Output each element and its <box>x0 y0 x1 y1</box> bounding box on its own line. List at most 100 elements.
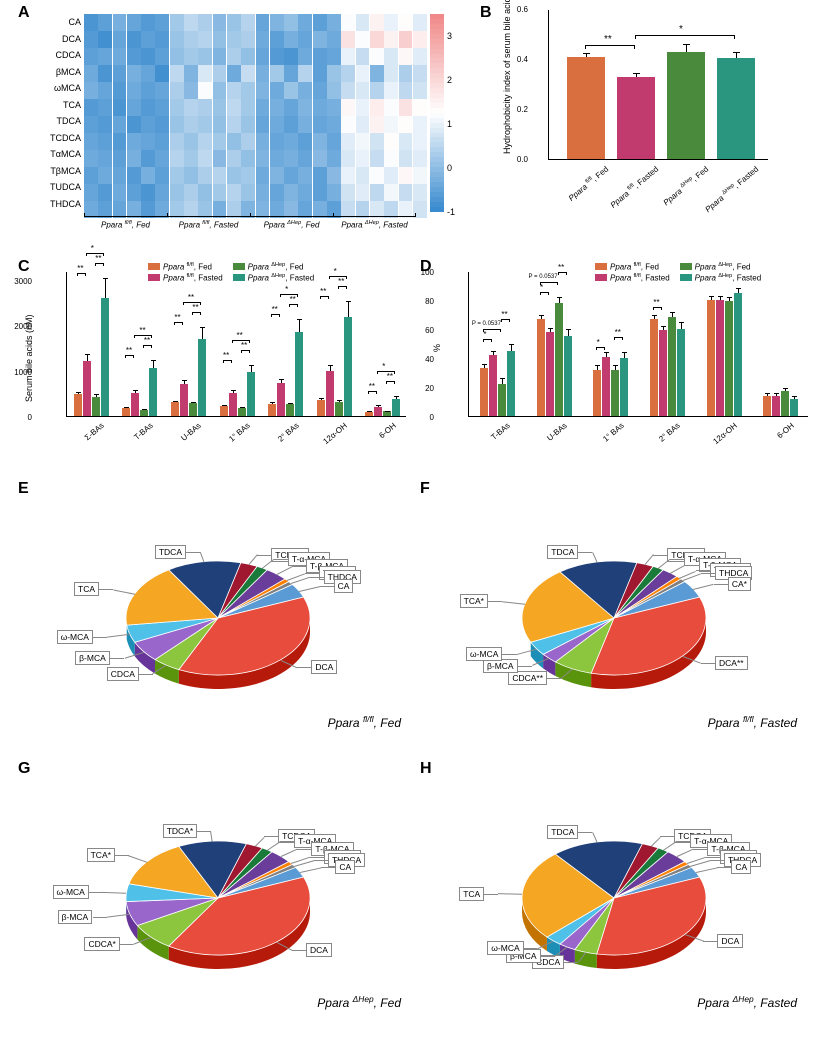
bar <box>383 411 391 416</box>
legend-item: Ppara ΔHep, Fasted <box>680 273 762 283</box>
heatmap-cell <box>155 184 169 201</box>
heatmap-cell <box>84 116 98 133</box>
pie-leader <box>310 857 324 858</box>
heatmap-cell <box>213 167 227 184</box>
y-tick: 0 <box>2 413 32 422</box>
heatmap-cell <box>270 99 284 116</box>
heatmap-cell <box>127 65 141 82</box>
heatmap-cell <box>384 99 398 116</box>
heatmap-cell <box>256 167 270 184</box>
heatmap-cell <box>198 133 212 150</box>
y-tick: 2000 <box>2 322 32 331</box>
heatmap-cell <box>298 99 312 116</box>
heatmap-cell <box>356 133 370 150</box>
heatmap-cell <box>213 116 227 133</box>
heatmap-cell <box>413 133 427 150</box>
heatmap-cell <box>370 65 384 82</box>
legend-item: Ppara fl/fl, Fed <box>595 262 670 272</box>
pie-leader <box>578 552 592 553</box>
panel-label-a: A <box>18 4 30 22</box>
bar <box>101 298 109 416</box>
heatmap-cell <box>298 150 312 167</box>
pie-slice-label: TCA* <box>460 594 488 608</box>
significance-label: ** <box>272 305 278 314</box>
heatmap-cell <box>170 99 184 116</box>
heatmap-cell <box>213 48 227 65</box>
x-tick-label: 1° BAs <box>574 421 626 466</box>
heatmap-cell <box>313 31 327 48</box>
plot-area <box>468 272 808 417</box>
heatmap-cell <box>284 31 298 48</box>
pie-leader <box>541 956 555 957</box>
significance-label: ** <box>501 310 507 319</box>
heatmap-cell <box>184 82 198 99</box>
y-tick: 100 <box>404 268 434 277</box>
heatmap-group-label: Ppara ΔHep, Fasted <box>333 216 416 230</box>
heatmap-cell <box>213 99 227 116</box>
colorbar-tick: 2 <box>447 75 452 85</box>
heatmap-cell <box>241 65 255 82</box>
pie-e: DCACDCAβ-MCAω-MCATCATDCATCDCAT-α-MCAT-β-… <box>18 488 413 748</box>
pie-leader <box>89 892 103 893</box>
bar <box>507 351 515 416</box>
heatmap-cell <box>127 99 141 116</box>
heatmap-cell <box>327 14 341 31</box>
pie-slice-label: DCA** <box>715 656 748 670</box>
bar <box>650 319 658 416</box>
heatmap-cell <box>227 150 241 167</box>
heatmap-cell <box>413 48 427 65</box>
significance-bracket <box>280 294 298 295</box>
bar <box>763 396 771 416</box>
heatmap-cell <box>227 116 241 133</box>
legend-item: Ppara fl/fl, Fasted <box>148 273 223 283</box>
heatmap-cell <box>213 133 227 150</box>
significance-label: ** <box>174 313 180 322</box>
heatmap-cell <box>384 150 398 167</box>
significance-label: ** <box>95 254 101 263</box>
pie-leader <box>139 674 153 675</box>
pie-leader <box>703 941 717 942</box>
heatmap-cell <box>227 133 241 150</box>
pie-title: Ppara fl/fl, Fasted <box>708 714 797 730</box>
heatmap-cell <box>356 65 370 82</box>
significance-bracket <box>585 45 635 46</box>
pie-slice-label: DCA <box>306 943 332 957</box>
significance-label: ** <box>290 295 296 304</box>
colorbar-tick: 3 <box>447 31 452 41</box>
significance-label: ** <box>615 328 621 337</box>
pie-leader <box>310 577 324 578</box>
bar <box>772 396 780 416</box>
significance-label: P = 0.0537 <box>529 274 558 280</box>
x-tick-label: T-BAs <box>103 421 155 466</box>
heatmap-cell <box>170 82 184 99</box>
significance-bracket <box>77 273 86 274</box>
pie-leader <box>564 962 578 963</box>
heatmap-cell <box>356 31 370 48</box>
heatmap-cell <box>384 48 398 65</box>
pie-leader <box>93 917 107 918</box>
heatmap-cell <box>84 150 98 167</box>
heatmap-cell <box>256 99 270 116</box>
heatmap-cell <box>370 184 384 201</box>
pie-leader <box>547 678 561 679</box>
pie-leader <box>93 637 107 638</box>
heatmap-cell <box>241 82 255 99</box>
heatmap-cell <box>313 65 327 82</box>
heatmap-cell <box>298 14 312 31</box>
heatmap-cell <box>313 14 327 31</box>
bar <box>238 408 246 416</box>
heatmap-cell <box>155 150 169 167</box>
heatmap-cell <box>170 184 184 201</box>
pie-leader <box>320 586 334 587</box>
heatmap-cell <box>184 99 198 116</box>
bar <box>480 368 488 416</box>
significance-label: ** <box>338 277 344 286</box>
heatmap-cell <box>370 167 384 184</box>
heatmap-cell <box>256 133 270 150</box>
heatmap-cell <box>270 133 284 150</box>
legend-swatch <box>595 274 607 281</box>
colorbar-tick: -1 <box>447 207 455 217</box>
significance-label: ** <box>604 34 612 45</box>
pie-leader <box>518 666 532 667</box>
significance-bracket <box>232 340 250 341</box>
